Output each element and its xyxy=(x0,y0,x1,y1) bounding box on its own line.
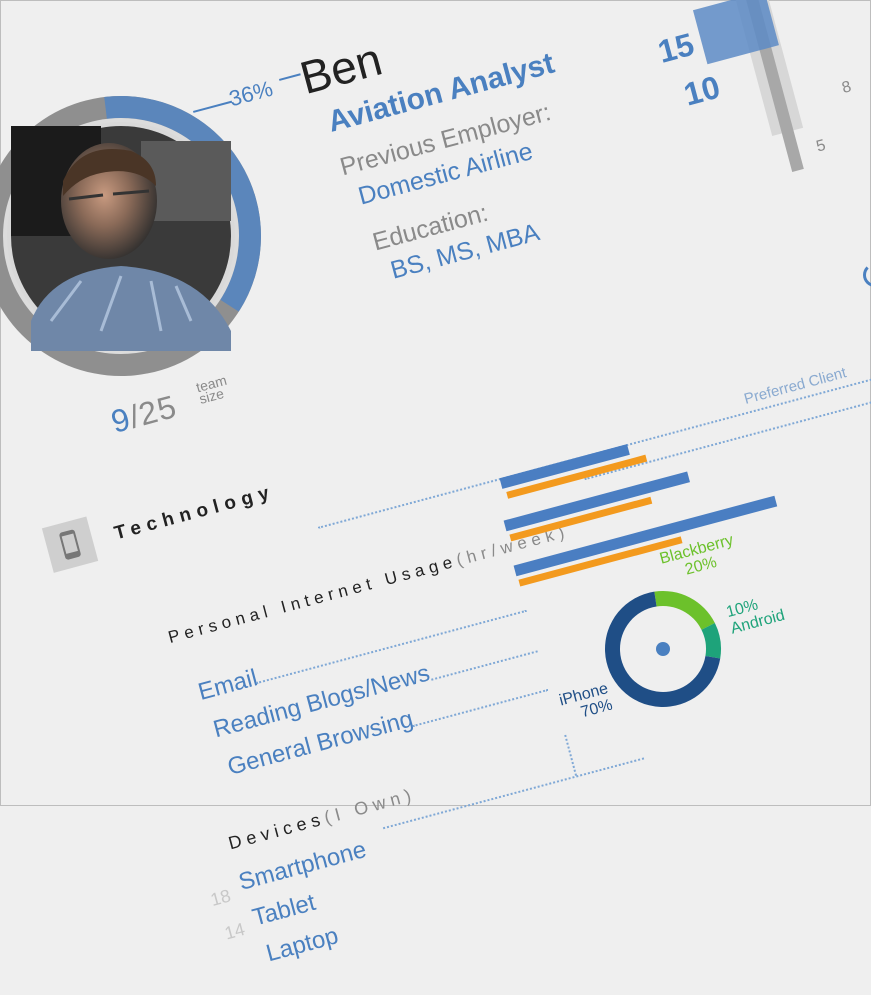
internet-usage-title: Personal Internet Usage xyxy=(166,551,460,648)
device-laptop: Laptop xyxy=(263,922,342,968)
device-num-smartphone: 18 xyxy=(208,885,233,910)
browsing-leader xyxy=(412,688,549,728)
profile-ring xyxy=(0,96,261,376)
device-donut-chart xyxy=(605,591,721,707)
devices-title: Devices xyxy=(226,808,328,854)
donut-slice-blackberry xyxy=(654,591,715,630)
range-label-high: 15 xyxy=(654,25,698,70)
usage-item-email: Email xyxy=(195,664,261,706)
range-tick-5: 5 xyxy=(814,136,828,156)
blogs-leader xyxy=(431,650,538,681)
range-tick-8: 8 xyxy=(840,78,854,97)
smartphone-leader xyxy=(382,757,645,830)
usage-bars xyxy=(1,0,842,587)
donut-slice-android xyxy=(701,623,721,659)
devices-heading: Devices(I Own) xyxy=(226,784,418,854)
device-tablet: Tablet xyxy=(249,888,319,932)
donut-center-dot xyxy=(656,642,670,656)
phone-icon xyxy=(41,516,99,573)
range-chart xyxy=(692,0,843,173)
profile-name: Ben xyxy=(294,32,388,105)
profile-photo xyxy=(7,122,235,351)
device-num-tablet: 14 xyxy=(222,918,247,944)
technology-heading: Technology xyxy=(112,481,278,545)
smartphone-riser xyxy=(564,734,578,776)
